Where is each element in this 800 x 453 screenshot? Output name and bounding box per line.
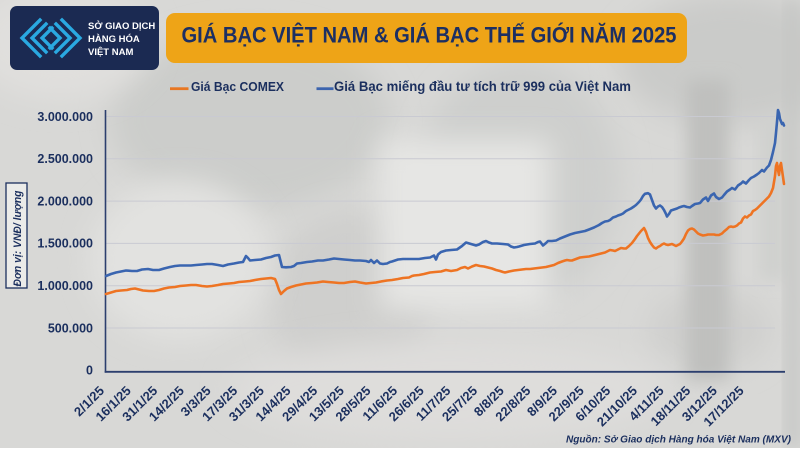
svg-text:HÀNG HÓA: HÀNG HÓA bbox=[88, 33, 140, 45]
svg-text:0: 0 bbox=[86, 364, 93, 378]
svg-text:3.000.000: 3.000.000 bbox=[37, 110, 93, 124]
svg-text:Đơn vị: VNĐ/ lượng: Đơn vị: VNĐ/ lượng bbox=[12, 190, 24, 286]
svg-text:GIÁ BẠC VIỆT NAM & GIÁ BẠC THẾ: GIÁ BẠC VIỆT NAM & GIÁ BẠC THẾ GIỚI NĂM … bbox=[182, 23, 677, 48]
svg-text:2.500.000: 2.500.000 bbox=[37, 152, 93, 166]
svg-text:Giá Bạc COMEX: Giá Bạc COMEX bbox=[191, 79, 284, 94]
svg-text:1.000.000: 1.000.000 bbox=[37, 279, 93, 293]
svg-text:2.000.000: 2.000.000 bbox=[37, 194, 93, 208]
svg-text:VIỆT NAM: VIỆT NAM bbox=[88, 46, 133, 58]
svg-text:500.000: 500.000 bbox=[48, 321, 93, 335]
svg-text:Giá Bạc miếng đầu tư tích trữ: Giá Bạc miếng đầu tư tích trữ 999 của Vi… bbox=[334, 79, 631, 94]
svg-text:Nguồn: Sở Giao dịch Hàng hóa V: Nguồn: Sở Giao dịch Hàng hóa Việt Nam (M… bbox=[566, 434, 792, 446]
svg-text:1.500.000: 1.500.000 bbox=[37, 237, 93, 251]
svg-text:SỞ GIAO DỊCH: SỞ GIAO DỊCH bbox=[88, 20, 155, 32]
